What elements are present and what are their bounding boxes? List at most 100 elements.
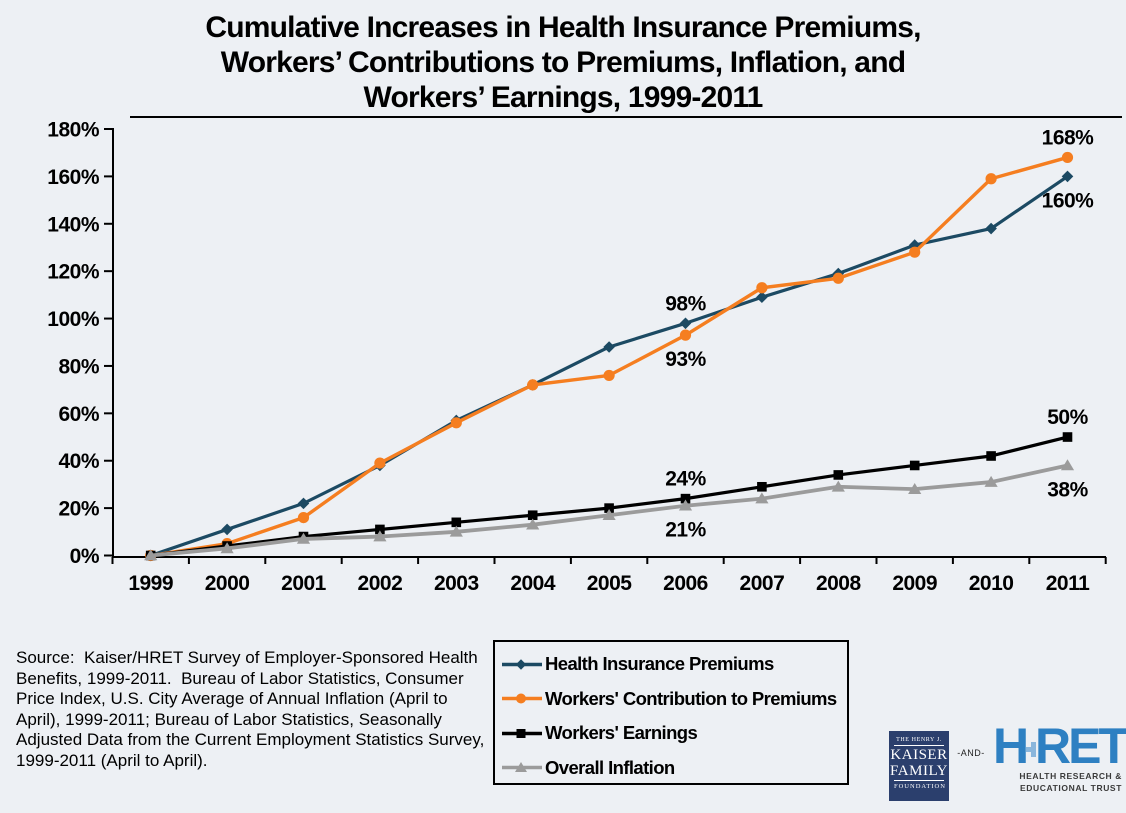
series-line-workers-contribution-to-premiums [148, 155, 1070, 558]
data-point [1060, 459, 1075, 471]
x-tick-label: 2005 [587, 572, 633, 595]
x-tick-label: 1999 [128, 572, 173, 595]
data-label: 160% [1042, 189, 1095, 212]
data-point [678, 499, 693, 511]
data-point [757, 481, 767, 492]
x-tick-label: 2002 [358, 572, 403, 595]
legend-item-premiums: Health Insurance Premiums [502, 647, 847, 682]
y-tick-label: 180% [47, 119, 100, 142]
title-underline [130, 116, 1122, 118]
x-tick-label: 2007 [740, 572, 785, 595]
legend-label: Overall Inflation [545, 756, 675, 778]
data-point [374, 457, 386, 469]
x-tick-label: 2008 [816, 572, 862, 595]
chart-title: Cumulative Increases in Health Insurance… [205, 11, 921, 114]
x-tick-label: 2006 [663, 572, 708, 595]
data-point [833, 470, 844, 480]
data-point [602, 509, 616, 521]
legend-marker [515, 659, 527, 670]
legend-swatch-diamond-icon [502, 659, 542, 670]
y-tick-label: 160% [47, 166, 100, 189]
data-point [296, 532, 311, 544]
kff-logo-line: FOUNDATION [894, 780, 945, 790]
y-tick-label: 0% [70, 545, 100, 568]
data-label: 98% [665, 292, 706, 315]
legend-label: Workers' Earnings [545, 722, 698, 744]
series-line-health-insurance-premiums [149, 174, 1070, 558]
data-point [679, 329, 692, 341]
legend-label: Workers' Contribution to Premiums [545, 687, 837, 709]
legend-item-earnings: Workers' Earnings [502, 716, 847, 751]
y-tick-label: 20% [58, 498, 99, 521]
x-tick-label: 2001 [281, 572, 327, 595]
legend-marker [516, 693, 526, 704]
data-point [680, 493, 691, 504]
data-point [451, 517, 462, 528]
series-line-workers-earnings [149, 435, 1070, 558]
x-tick-label: 2003 [434, 572, 479, 595]
legend-swatch-triangle-icon [502, 762, 542, 773]
and-label: -AND- [957, 748, 985, 758]
hret-subtext-2: EDUCATIONAL TRUST [1020, 782, 1122, 793]
data-point [297, 497, 310, 510]
data-point [755, 492, 769, 504]
data-point [985, 173, 997, 185]
hret-wordmark: H RET [993, 718, 1126, 774]
data-point [526, 518, 540, 530]
kaiser-family-foundation-logo: THE HENRY J. KAISER FAMILY FOUNDATION [889, 731, 949, 801]
data-point [986, 451, 996, 461]
data-label: 93% [665, 348, 706, 371]
y-tick-label: 60% [58, 403, 99, 426]
data-point [144, 549, 158, 561]
data-label: 21% [665, 519, 706, 542]
data-point [1061, 151, 1074, 164]
data-point [373, 530, 387, 542]
data-label: 50% [1047, 406, 1088, 429]
data-point [527, 379, 539, 391]
hret-cross-icon [1026, 741, 1036, 757]
legend-swatch-square-icon [502, 728, 542, 738]
data-label: 24% [665, 468, 706, 491]
line-chart: 0% 20% 40% 60% 80% 100% 120% 140% 160% 180% 1999 20… [47, 119, 1107, 595]
hret-logo: H RET HEALTH RESEARCH & EDUCATIONAL TRUS… [993, 718, 1126, 793]
kff-logo-line: KAISER [890, 747, 948, 763]
data-point [908, 482, 922, 494]
hret-subtext-1: HEALTH RESEARCH & [1019, 771, 1122, 781]
data-point [604, 503, 614, 513]
data-label: 38% [1047, 478, 1088, 501]
data-point [1061, 170, 1074, 183]
legend-swatch-circle-icon [502, 693, 542, 704]
y-tick-label: 140% [47, 213, 100, 236]
data-point [756, 291, 768, 304]
kff-logo-line: FAMILY [890, 763, 948, 779]
source-note: Source: Kaiser/HRET Survey of Employer-S… [16, 648, 485, 770]
data-point [1062, 432, 1073, 442]
data-point [603, 341, 615, 353]
x-tick-label: 2000 [205, 572, 250, 595]
legend-item-inflation: Overall Inflation [502, 751, 847, 786]
hret-letter-h: H [993, 718, 1029, 774]
data-point [603, 369, 615, 382]
x-tick-label: 2011 [1046, 572, 1090, 595]
data-point [831, 480, 845, 492]
x-tick-label: 2009 [892, 572, 937, 595]
data-point [985, 222, 997, 235]
data-point [909, 460, 920, 471]
data-label: 168% [1042, 126, 1095, 149]
hret-letters-ret: RET [1035, 718, 1126, 774]
y-tick-label: 120% [47, 261, 100, 284]
legend-marker [516, 728, 526, 738]
data-point [221, 523, 233, 536]
data-point [375, 524, 385, 535]
x-tick-label: 2004 [510, 572, 556, 595]
data-point [450, 417, 462, 429]
data-point [527, 510, 538, 521]
x-tick-label: 2010 [969, 572, 1014, 595]
data-point [297, 511, 310, 524]
legend-marker [515, 762, 527, 773]
data-point [220, 542, 234, 554]
y-tick-label: 100% [47, 308, 100, 331]
data-point [909, 246, 921, 258]
kff-logo-line: THE HENRY J. [894, 737, 944, 746]
